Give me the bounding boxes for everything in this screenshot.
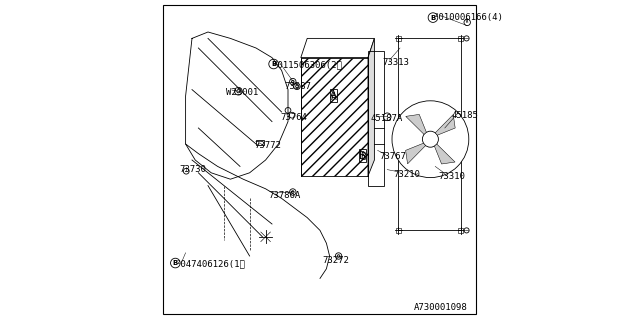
Text: 73210: 73210: [394, 170, 420, 179]
Text: 45187A: 45187A: [371, 114, 403, 123]
Circle shape: [464, 36, 469, 41]
Bar: [359, 149, 366, 162]
Bar: [256, 140, 264, 145]
Circle shape: [464, 19, 470, 26]
Text: A730001098: A730001098: [413, 303, 467, 312]
Text: 73272: 73272: [322, 256, 349, 265]
Circle shape: [296, 85, 298, 88]
Text: B: B: [360, 152, 366, 163]
Polygon shape: [406, 115, 426, 134]
Circle shape: [235, 87, 243, 95]
Polygon shape: [301, 38, 374, 58]
Circle shape: [170, 258, 180, 268]
Bar: [396, 36, 401, 41]
Circle shape: [292, 191, 294, 193]
Text: ²010006166(4): ²010006166(4): [434, 13, 504, 22]
Polygon shape: [435, 115, 455, 135]
Text: A: A: [330, 90, 337, 100]
Circle shape: [294, 83, 300, 90]
Circle shape: [337, 255, 340, 257]
Bar: [396, 228, 401, 233]
Circle shape: [289, 112, 295, 118]
Circle shape: [383, 113, 391, 121]
Circle shape: [269, 59, 278, 69]
Polygon shape: [435, 144, 455, 164]
Polygon shape: [406, 143, 426, 164]
Circle shape: [292, 80, 294, 83]
Text: 73772: 73772: [254, 141, 281, 150]
Circle shape: [289, 78, 296, 85]
Bar: [458, 36, 463, 41]
Circle shape: [392, 101, 468, 178]
Polygon shape: [301, 58, 368, 176]
Text: B: B: [173, 260, 178, 266]
Text: B: B: [271, 61, 276, 67]
Circle shape: [422, 131, 438, 147]
Circle shape: [289, 189, 296, 195]
Text: 73587: 73587: [285, 82, 312, 91]
Text: 73313: 73313: [383, 58, 409, 67]
Circle shape: [285, 108, 291, 113]
Circle shape: [184, 168, 189, 174]
Text: B: B: [359, 151, 365, 161]
Text: A: A: [331, 92, 337, 102]
Polygon shape: [368, 38, 374, 176]
Bar: [330, 89, 337, 102]
Circle shape: [335, 253, 342, 259]
Bar: [368, 51, 384, 186]
Text: 73786A: 73786A: [268, 191, 300, 200]
Bar: [458, 228, 463, 233]
Text: 73310: 73310: [438, 172, 465, 180]
Text: ²011506306(2）: ²011506306(2）: [273, 60, 342, 69]
Text: ²047406126(1）: ²047406126(1）: [175, 260, 245, 268]
Text: B: B: [430, 15, 436, 20]
Bar: [398, 38, 461, 230]
Text: 73730: 73730: [180, 165, 207, 174]
Circle shape: [428, 13, 438, 22]
Text: W23001: W23001: [226, 88, 258, 97]
Text: 45185: 45185: [452, 111, 479, 120]
Circle shape: [464, 228, 469, 233]
Circle shape: [237, 90, 240, 93]
Text: 73764: 73764: [280, 113, 307, 122]
Text: 73767: 73767: [380, 152, 406, 161]
